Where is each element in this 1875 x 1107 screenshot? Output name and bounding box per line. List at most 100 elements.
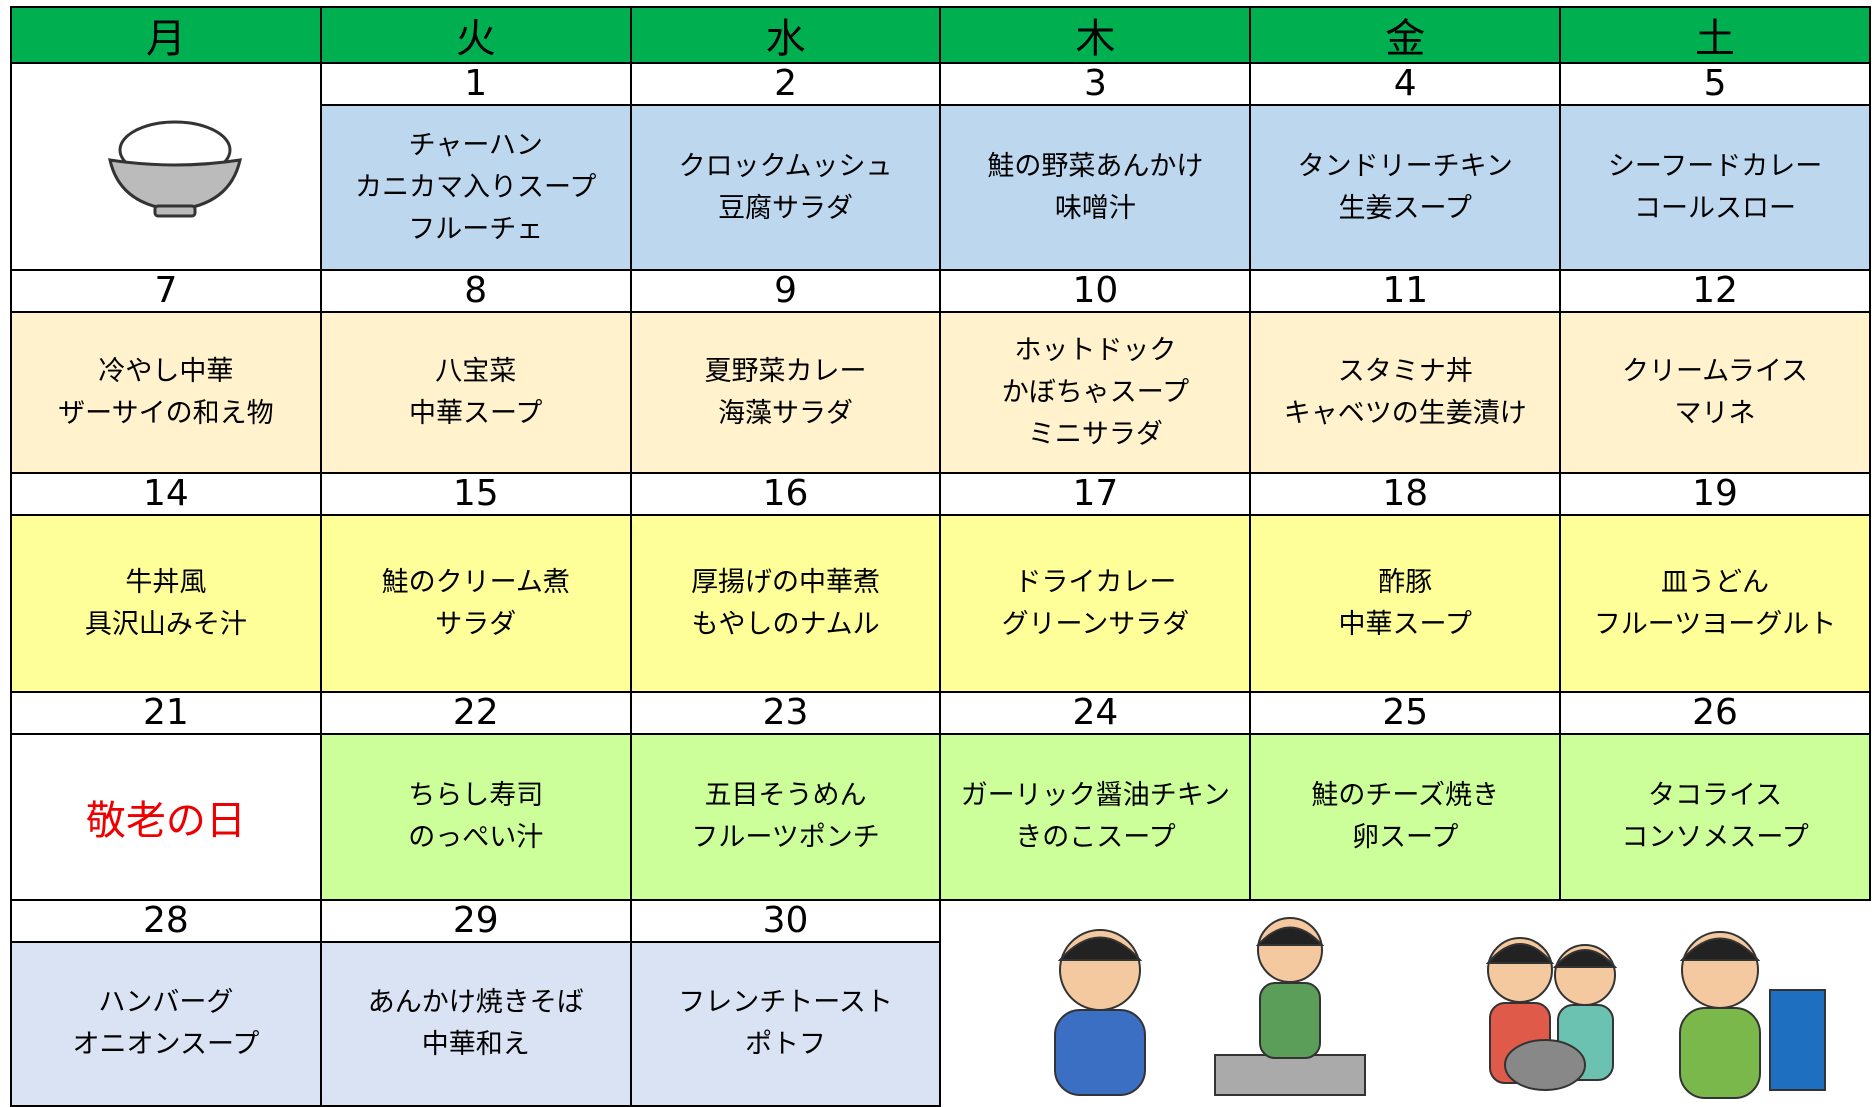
date-cell: 16 (629, 472, 942, 516)
weekday-header: 金 (1249, 6, 1562, 64)
date-cell: 10 (939, 269, 1252, 313)
people-illustration (1054, 917, 1826, 1099)
menu-item: ドライカレー (1014, 566, 1177, 598)
menu-cell: ホットドック かぼちゃスープ ミニサラダ (939, 311, 1252, 474)
weekday-header: 月 (10, 6, 322, 64)
date-number: 12 (1692, 270, 1738, 311)
menu-item: 卵スープ (1352, 822, 1459, 853)
menu-cell: フレンチトースト ポトフ (629, 941, 942, 1107)
date-cell: 29 (319, 899, 632, 943)
menu-item: コンソメスープ (1621, 822, 1809, 853)
menu-item: チャーハン (408, 129, 543, 161)
menu-item: 海藻サラダ (718, 397, 854, 429)
menu-cell: 八宝菜 中華スープ (319, 311, 632, 474)
menu-item: コールスロー (1634, 192, 1797, 224)
date-number: 26 (1692, 692, 1738, 733)
date-cell: 3 (939, 62, 1252, 106)
menu-item: 中華スープ (409, 397, 543, 429)
holiday-name: 敬老の日 (85, 798, 246, 844)
date-number: 19 (1692, 473, 1738, 514)
menu-item: 鮭のチーズ焼き (1311, 780, 1500, 811)
weekday-header: 土 (1559, 6, 1871, 64)
weekday-label: 水 (765, 16, 806, 62)
menu-cell: 鮭の野菜あんかけ 味噌汁 (939, 104, 1252, 271)
rice-bowl-illustration (108, 120, 242, 218)
menu-cell: タンドリーチキン 生姜スープ (1249, 104, 1562, 271)
date-cell: 8 (319, 269, 632, 313)
menu-cell: クロックムッシュ 豆腐サラダ (629, 104, 942, 271)
date-number: 23 (762, 692, 809, 733)
menu-item: 八宝菜 (435, 355, 517, 387)
date-number: 3 (1083, 63, 1107, 104)
menu-item: もやしのナムル (691, 608, 880, 640)
menu-item: ハンバーグ (98, 987, 234, 1018)
menu-cell: 厚揚げの中華煮 もやしのナムル (629, 514, 942, 693)
menu-item: フレンチトースト (678, 987, 893, 1018)
date-number: 16 (762, 473, 809, 514)
date-number: 9 (774, 270, 798, 311)
date-cell: 30 (629, 899, 942, 943)
menu-item: フルーツポンチ (691, 822, 880, 853)
date-cell: 11 (1249, 269, 1562, 313)
menu-item: 鮭の野菜あんかけ (987, 150, 1204, 182)
menu-item: 鮭のクリーム煮 (381, 566, 570, 598)
menu-item: 中華和え (421, 1029, 530, 1060)
date-cell: 4 (1249, 62, 1562, 106)
menu-item: クロックムッシュ (678, 150, 893, 182)
date-cell: 5 (1559, 62, 1871, 106)
date-cell: 26 (1559, 691, 1871, 735)
weekday-header: 水 (629, 6, 942, 64)
menu-cell: タコライスコンソメスープ (1559, 733, 1871, 901)
menu-cell: 酢豚 中華スープ (1249, 514, 1562, 693)
date-number: 5 (1703, 63, 1727, 104)
menu-item: 皿うどん (1661, 566, 1770, 598)
date-number: 10 (1072, 270, 1119, 311)
menu-item: 牛丼風 (125, 566, 207, 598)
menu-item: キャベツの生姜漬け (1283, 397, 1527, 429)
date-number: 4 (1393, 63, 1417, 104)
menu-cell: 夏野菜カレー 海藻サラダ (629, 311, 942, 474)
menu-item: オニオンスープ (72, 1029, 260, 1060)
menu-cell: ドライカレー グリーンサラダ (939, 514, 1252, 693)
menu-item: 中華スープ (1338, 608, 1472, 640)
weekday-label: 金 (1385, 16, 1426, 62)
menu-item: のっぺい汁 (408, 822, 544, 853)
menu-item: ガーリック醤油チキン (960, 780, 1230, 811)
date-cell: 22 (319, 691, 632, 735)
menu-item: タコライス (1647, 780, 1783, 811)
menu-cell: スタミナ丼キャベツの生姜漬け (1249, 311, 1562, 474)
menu-cell: ちらし寿司 のっぺい汁 (319, 733, 632, 901)
menu-cell: あんかけ焼きそば 中華和え (319, 941, 632, 1107)
weekday-label: 月 (145, 16, 186, 62)
menu-item: グリーンサラダ (1001, 608, 1190, 640)
date-cell: 28 (10, 899, 322, 943)
date-cell: 24 (939, 691, 1252, 735)
menu-cell: 冷やし中華 ザーサイの和え物 (10, 311, 322, 474)
menu-item: あんかけ焼きそば (367, 987, 584, 1018)
date-cell: 25 (1249, 691, 1562, 735)
date-number: 11 (1382, 270, 1429, 311)
menu-item: サラダ (435, 608, 517, 640)
date-number: 1 (464, 63, 488, 104)
date-cell: 15 (319, 472, 632, 516)
menu-cell: シーフードカレー コールスロー (1559, 104, 1871, 271)
menu-cell: 牛丼風 具沢山みそ汁 (10, 514, 322, 693)
menu-item: 味噌汁 (1054, 192, 1136, 224)
menu-item: マリネ (1674, 397, 1756, 429)
menu-item: タンドリーチキン (1297, 150, 1513, 182)
weekday-label: 火 (455, 16, 496, 62)
menu-item: カニカマ入りスープ (355, 171, 597, 203)
menu-item: ポトフ (745, 1029, 827, 1060)
menu-item: スタミナ丼 (1337, 355, 1473, 387)
menu-item: 具沢山みそ汁 (84, 608, 247, 640)
menu-item: シーフードカレー (1607, 150, 1823, 182)
menu-cell: 鮭のクリーム煮 サラダ (319, 514, 632, 693)
weekday-header: 火 (319, 6, 632, 64)
menu-item: きのこスープ (1015, 822, 1176, 853)
date-cell: 7 (10, 269, 322, 313)
menu-item: クリームライス (1622, 355, 1809, 387)
date-number: 18 (1382, 473, 1429, 514)
menu-item: 夏野菜カレー (704, 355, 867, 387)
menu-item: 厚揚げの中華煮 (691, 566, 881, 598)
date-number: 28 (143, 900, 189, 941)
